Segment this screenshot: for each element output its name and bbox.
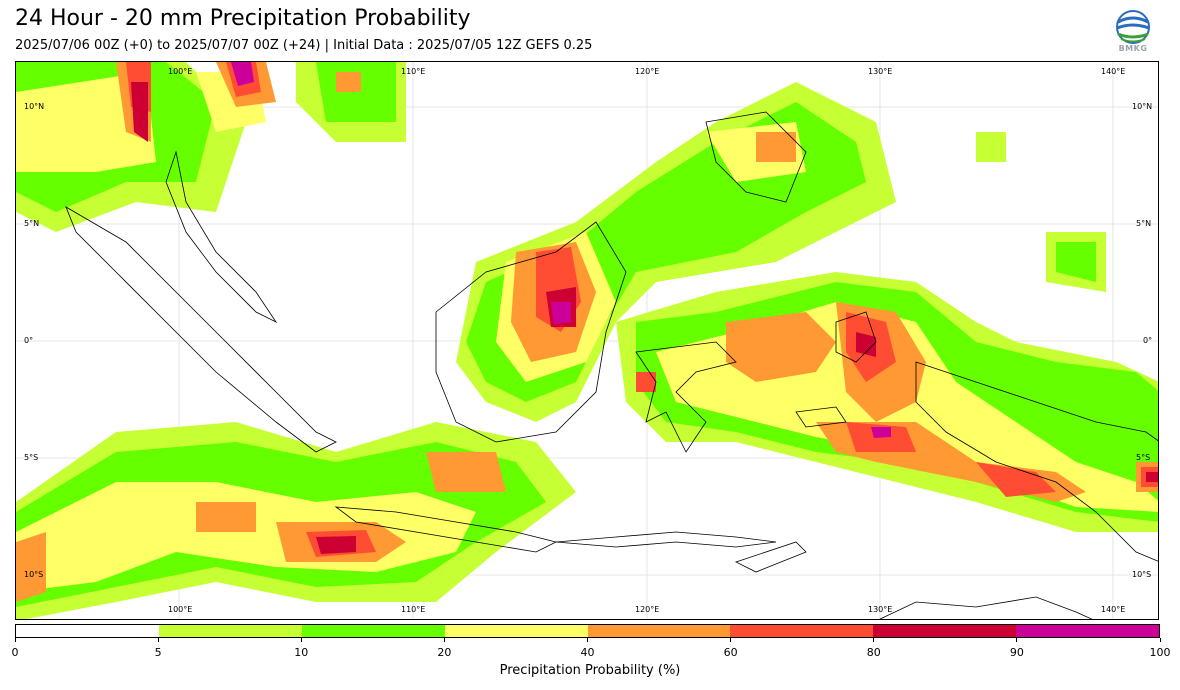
lat-label-left: 5°N	[24, 219, 40, 228]
colorbar-tick-mark	[873, 638, 875, 642]
colorbar-swatch	[444, 625, 588, 637]
lat-label-left: 5°S	[24, 453, 39, 462]
lon-label-top: 100°E	[168, 67, 193, 76]
colorbar-tick-mark	[300, 638, 302, 642]
lon-label-bottom: 110°E	[401, 605, 426, 614]
lat-label-right: 10°S	[1132, 570, 1152, 579]
colorbar	[15, 624, 1160, 638]
colorbar-tick-mark	[1159, 638, 1161, 642]
colorbar-swatch	[301, 625, 445, 637]
colorbar-tick-label: 10	[294, 646, 309, 659]
map-canvas	[16, 62, 1158, 619]
logo-text: BMKG	[1118, 44, 1148, 53]
lon-label-bottom: 100°E	[168, 605, 193, 614]
colorbar-tick-mark	[157, 638, 159, 642]
chart-subtitle: 2025/07/06 00Z (+0) to 2025/07/07 00Z (+…	[15, 38, 593, 53]
lon-label-bottom: 140°E	[1101, 605, 1126, 614]
lat-label-left: 0°	[24, 336, 34, 345]
colorbar-tick-label: 80	[866, 646, 881, 659]
colorbar-tick-label: 40	[580, 646, 595, 659]
colorbar-tick-label: 90	[1009, 646, 1024, 659]
lon-label-bottom: 120°E	[635, 605, 660, 614]
lon-label-bottom: 130°E	[868, 605, 893, 614]
colorbar-tick-label: 0	[11, 646, 19, 659]
colorbar-tick-label: 100	[1149, 646, 1171, 659]
colorbar-swatch	[16, 625, 159, 637]
colorbar-swatch	[873, 625, 1017, 637]
colorbar-tick-label: 60	[723, 646, 738, 659]
lat-label-right: 10°N	[1132, 102, 1153, 111]
colorbar-tick-label: 5	[154, 646, 162, 659]
colorbar-swatch	[158, 625, 302, 637]
colorbar-swatch	[1016, 625, 1159, 637]
lat-label-right: 5°S	[1136, 453, 1151, 462]
lat-label-right: 5°N	[1136, 219, 1152, 228]
lon-label-top: 120°E	[635, 67, 660, 76]
colorbar-label: Precipitation Probability (%)	[499, 663, 681, 678]
precip-layer-90	[231, 62, 891, 438]
lon-label-top: 130°E	[868, 67, 893, 76]
lon-label-top: 110°E	[401, 67, 426, 76]
colorbar-swatch	[587, 625, 731, 637]
lat-label-left: 10°S	[24, 570, 44, 579]
coastlines	[65, 111, 1158, 619]
colorbar-tick-label: 20	[437, 646, 452, 659]
colorbar-tick-mark	[730, 638, 732, 642]
precipitation-map: 100°E 110°E 120°E 130°E 140°E 100°E 110°…	[15, 61, 1159, 620]
bmkg-logo-icon	[1116, 10, 1150, 44]
precip-layer-20	[16, 72, 1158, 592]
colorbar-tick-mark	[443, 638, 445, 642]
colorbar-swatch	[730, 625, 874, 637]
lat-label-right: 0°	[1143, 336, 1153, 345]
chart-title: 24 Hour - 20 mm Precipitation Probabilit…	[15, 6, 471, 31]
lon-label-top: 140°E	[1101, 67, 1126, 76]
colorbar-tick-mark	[1016, 638, 1018, 642]
colorbar-tick-mark	[14, 638, 16, 642]
colorbar-tick-mark	[587, 638, 588, 642]
lat-label-left: 10°N	[24, 102, 45, 111]
